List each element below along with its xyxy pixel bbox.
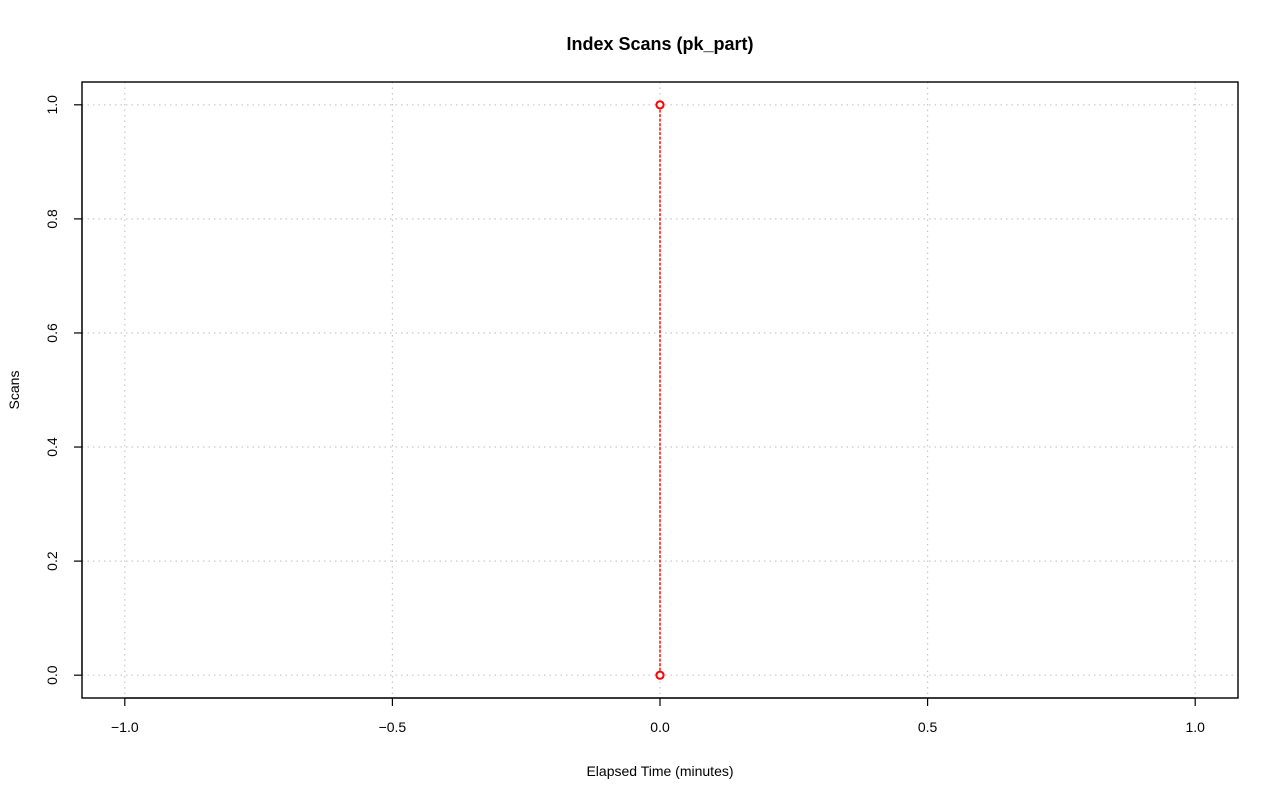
y-tick-label: 1.0 <box>44 95 60 115</box>
x-tick-label: −1.0 <box>111 719 139 735</box>
y-tick-label: 0.4 <box>44 437 60 457</box>
y-tick-label: 0.2 <box>44 551 60 571</box>
y-axis: 0.0 0.2 0.4 0.6 0.8 1.0 <box>44 95 83 685</box>
x-axis-label: Elapsed Time (minutes) <box>586 763 733 779</box>
chart-title: Index Scans (pk_part) <box>566 34 753 54</box>
y-tick-label: 0.8 <box>44 209 60 229</box>
data-point <box>655 100 665 110</box>
series-layer <box>655 100 665 680</box>
y-tick-label: 0.0 <box>44 665 60 685</box>
x-tick-label: 1.0 <box>1185 719 1205 735</box>
x-tick-label: −0.5 <box>379 719 407 735</box>
y-tick-label: 0.6 <box>44 323 60 343</box>
x-tick-label: 0.0 <box>650 719 670 735</box>
data-point <box>655 670 665 680</box>
x-axis: −1.0 −0.5 0.0 0.5 1.0 <box>111 697 1205 735</box>
x-tick-label: 0.5 <box>918 719 938 735</box>
y-axis-label: Scans <box>6 371 22 410</box>
